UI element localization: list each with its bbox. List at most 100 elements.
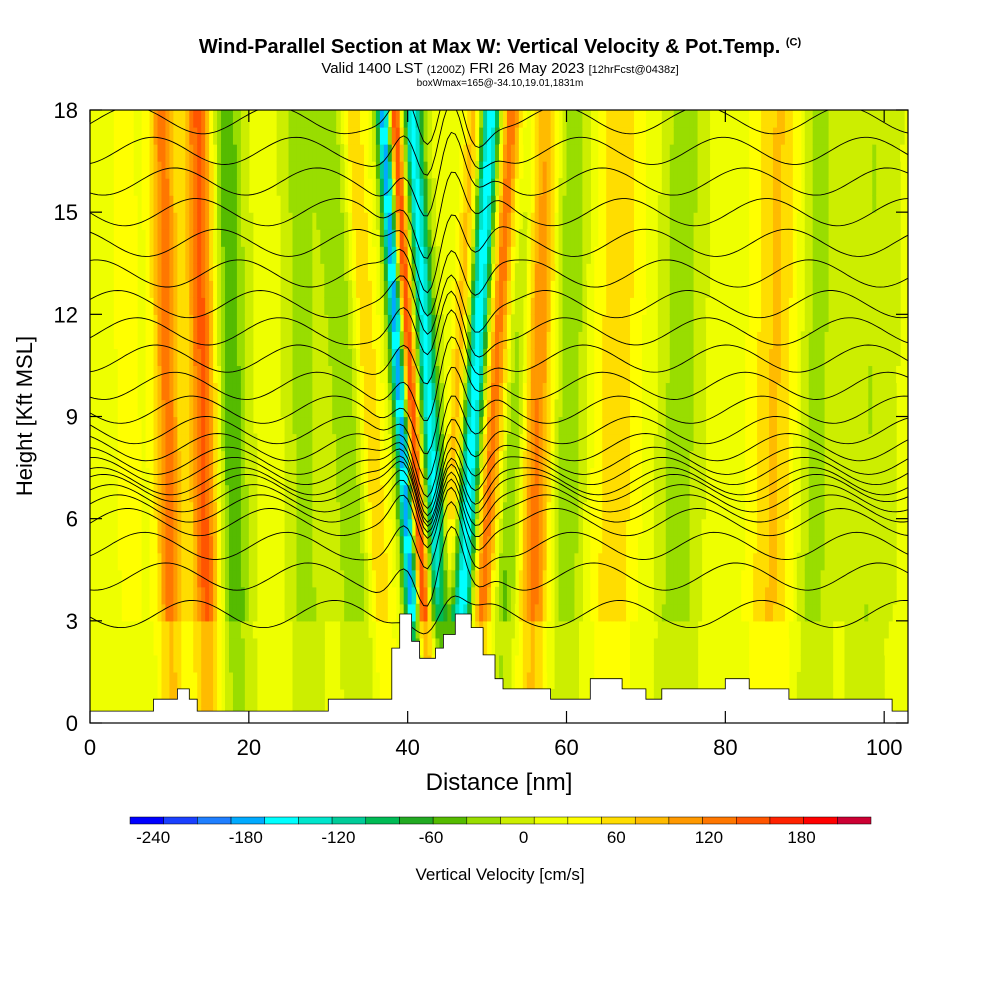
velocity-cell <box>661 518 667 537</box>
velocity-cell <box>348 178 353 196</box>
velocity-cell <box>360 195 365 213</box>
velocity-cell <box>375 620 381 639</box>
velocity-cell <box>221 552 226 571</box>
velocity-cell <box>610 280 615 298</box>
velocity-cell <box>554 569 560 588</box>
velocity-cell <box>582 178 587 196</box>
velocity-cell <box>582 161 587 179</box>
velocity-cell <box>570 637 576 656</box>
velocity-cell <box>304 382 309 401</box>
velocity-cell <box>622 144 627 162</box>
velocity-cell <box>225 637 230 656</box>
velocity-cell <box>197 178 202 196</box>
velocity-cell <box>113 178 119 196</box>
velocity-cell <box>641 331 647 349</box>
velocity-cell <box>634 484 639 503</box>
velocity-cell <box>467 365 472 384</box>
velocity-cell <box>574 552 580 571</box>
velocity-cell <box>201 433 206 452</box>
velocity-cell <box>225 212 230 230</box>
velocity-cell <box>284 416 290 435</box>
velocity-cell <box>590 484 595 503</box>
velocity-cell <box>244 467 250 486</box>
velocity-cell <box>340 382 345 401</box>
velocity-cell <box>534 110 540 128</box>
velocity-cell <box>689 603 695 622</box>
velocity-cell <box>582 229 587 247</box>
velocity-cell <box>300 365 306 384</box>
velocity-cell <box>375 127 381 145</box>
velocity-cell <box>193 331 198 349</box>
velocity-cell <box>463 450 468 469</box>
velocity-cell <box>618 637 623 656</box>
velocity-cell <box>201 314 206 332</box>
velocity-cell <box>348 603 353 622</box>
velocity-cell <box>693 263 699 281</box>
velocity-cell <box>772 229 778 247</box>
velocity-cell <box>356 671 361 690</box>
velocity-cell <box>483 382 488 401</box>
velocity-cell <box>610 450 615 469</box>
velocity-cell <box>665 416 671 435</box>
velocity-cell <box>471 535 476 554</box>
velocity-cell <box>236 195 242 213</box>
velocity-cell <box>391 637 397 656</box>
velocity-cell <box>502 212 508 230</box>
velocity-cell <box>213 688 218 707</box>
velocity-cell <box>546 229 552 247</box>
velocity-cell <box>435 637 441 656</box>
velocity-cell <box>518 671 524 690</box>
velocity-cell <box>622 433 627 452</box>
velocity-cell <box>772 280 778 298</box>
velocity-cell <box>276 110 282 128</box>
velocity-cell <box>240 331 246 349</box>
velocity-cell <box>288 518 294 537</box>
velocity-cell <box>610 467 615 486</box>
velocity-cell <box>614 246 619 264</box>
velocity-cell <box>614 501 619 520</box>
velocity-cell <box>495 331 500 349</box>
velocity-cell <box>153 161 159 179</box>
velocity-cell <box>117 501 123 520</box>
velocity-cell <box>379 178 385 196</box>
velocity-cell <box>467 331 472 349</box>
velocity-cell <box>618 348 623 367</box>
velocity-cell <box>193 671 198 690</box>
velocity-cell <box>133 518 139 537</box>
velocity-cell <box>129 569 135 588</box>
velocity-cell <box>669 416 675 435</box>
velocity-cell <box>332 603 337 622</box>
velocity-cell <box>471 144 476 162</box>
velocity-cell <box>645 212 651 230</box>
velocity-cell <box>352 467 357 486</box>
velocity-cell <box>356 110 361 128</box>
velocity-cell <box>566 161 572 179</box>
velocity-cell <box>379 144 385 162</box>
velocity-cell <box>121 246 127 264</box>
velocity-cell <box>518 382 524 401</box>
velocity-cell <box>348 637 353 656</box>
velocity-cell <box>506 297 512 315</box>
velocity-cell <box>487 433 492 452</box>
velocity-cell <box>439 535 445 554</box>
velocity-cell <box>546 518 552 537</box>
velocity-cell <box>701 433 707 452</box>
velocity-cell <box>395 110 401 128</box>
velocity-cell <box>685 178 691 196</box>
velocity-cell <box>165 365 171 384</box>
velocity-cell <box>574 688 580 707</box>
velocity-cell <box>574 127 580 145</box>
velocity-cell <box>232 620 238 639</box>
velocity-cell <box>379 246 385 264</box>
velocity-cell <box>280 348 286 367</box>
velocity-cell <box>113 331 119 349</box>
velocity-cell <box>590 654 595 673</box>
velocity-cell <box>538 382 544 401</box>
velocity-cell <box>610 569 615 588</box>
velocity-cell <box>753 450 758 469</box>
velocity-cell <box>352 603 357 622</box>
velocity-cell <box>375 637 381 656</box>
velocity-cell <box>407 518 413 537</box>
velocity-cell <box>399 212 405 230</box>
velocity-cell <box>630 535 635 554</box>
